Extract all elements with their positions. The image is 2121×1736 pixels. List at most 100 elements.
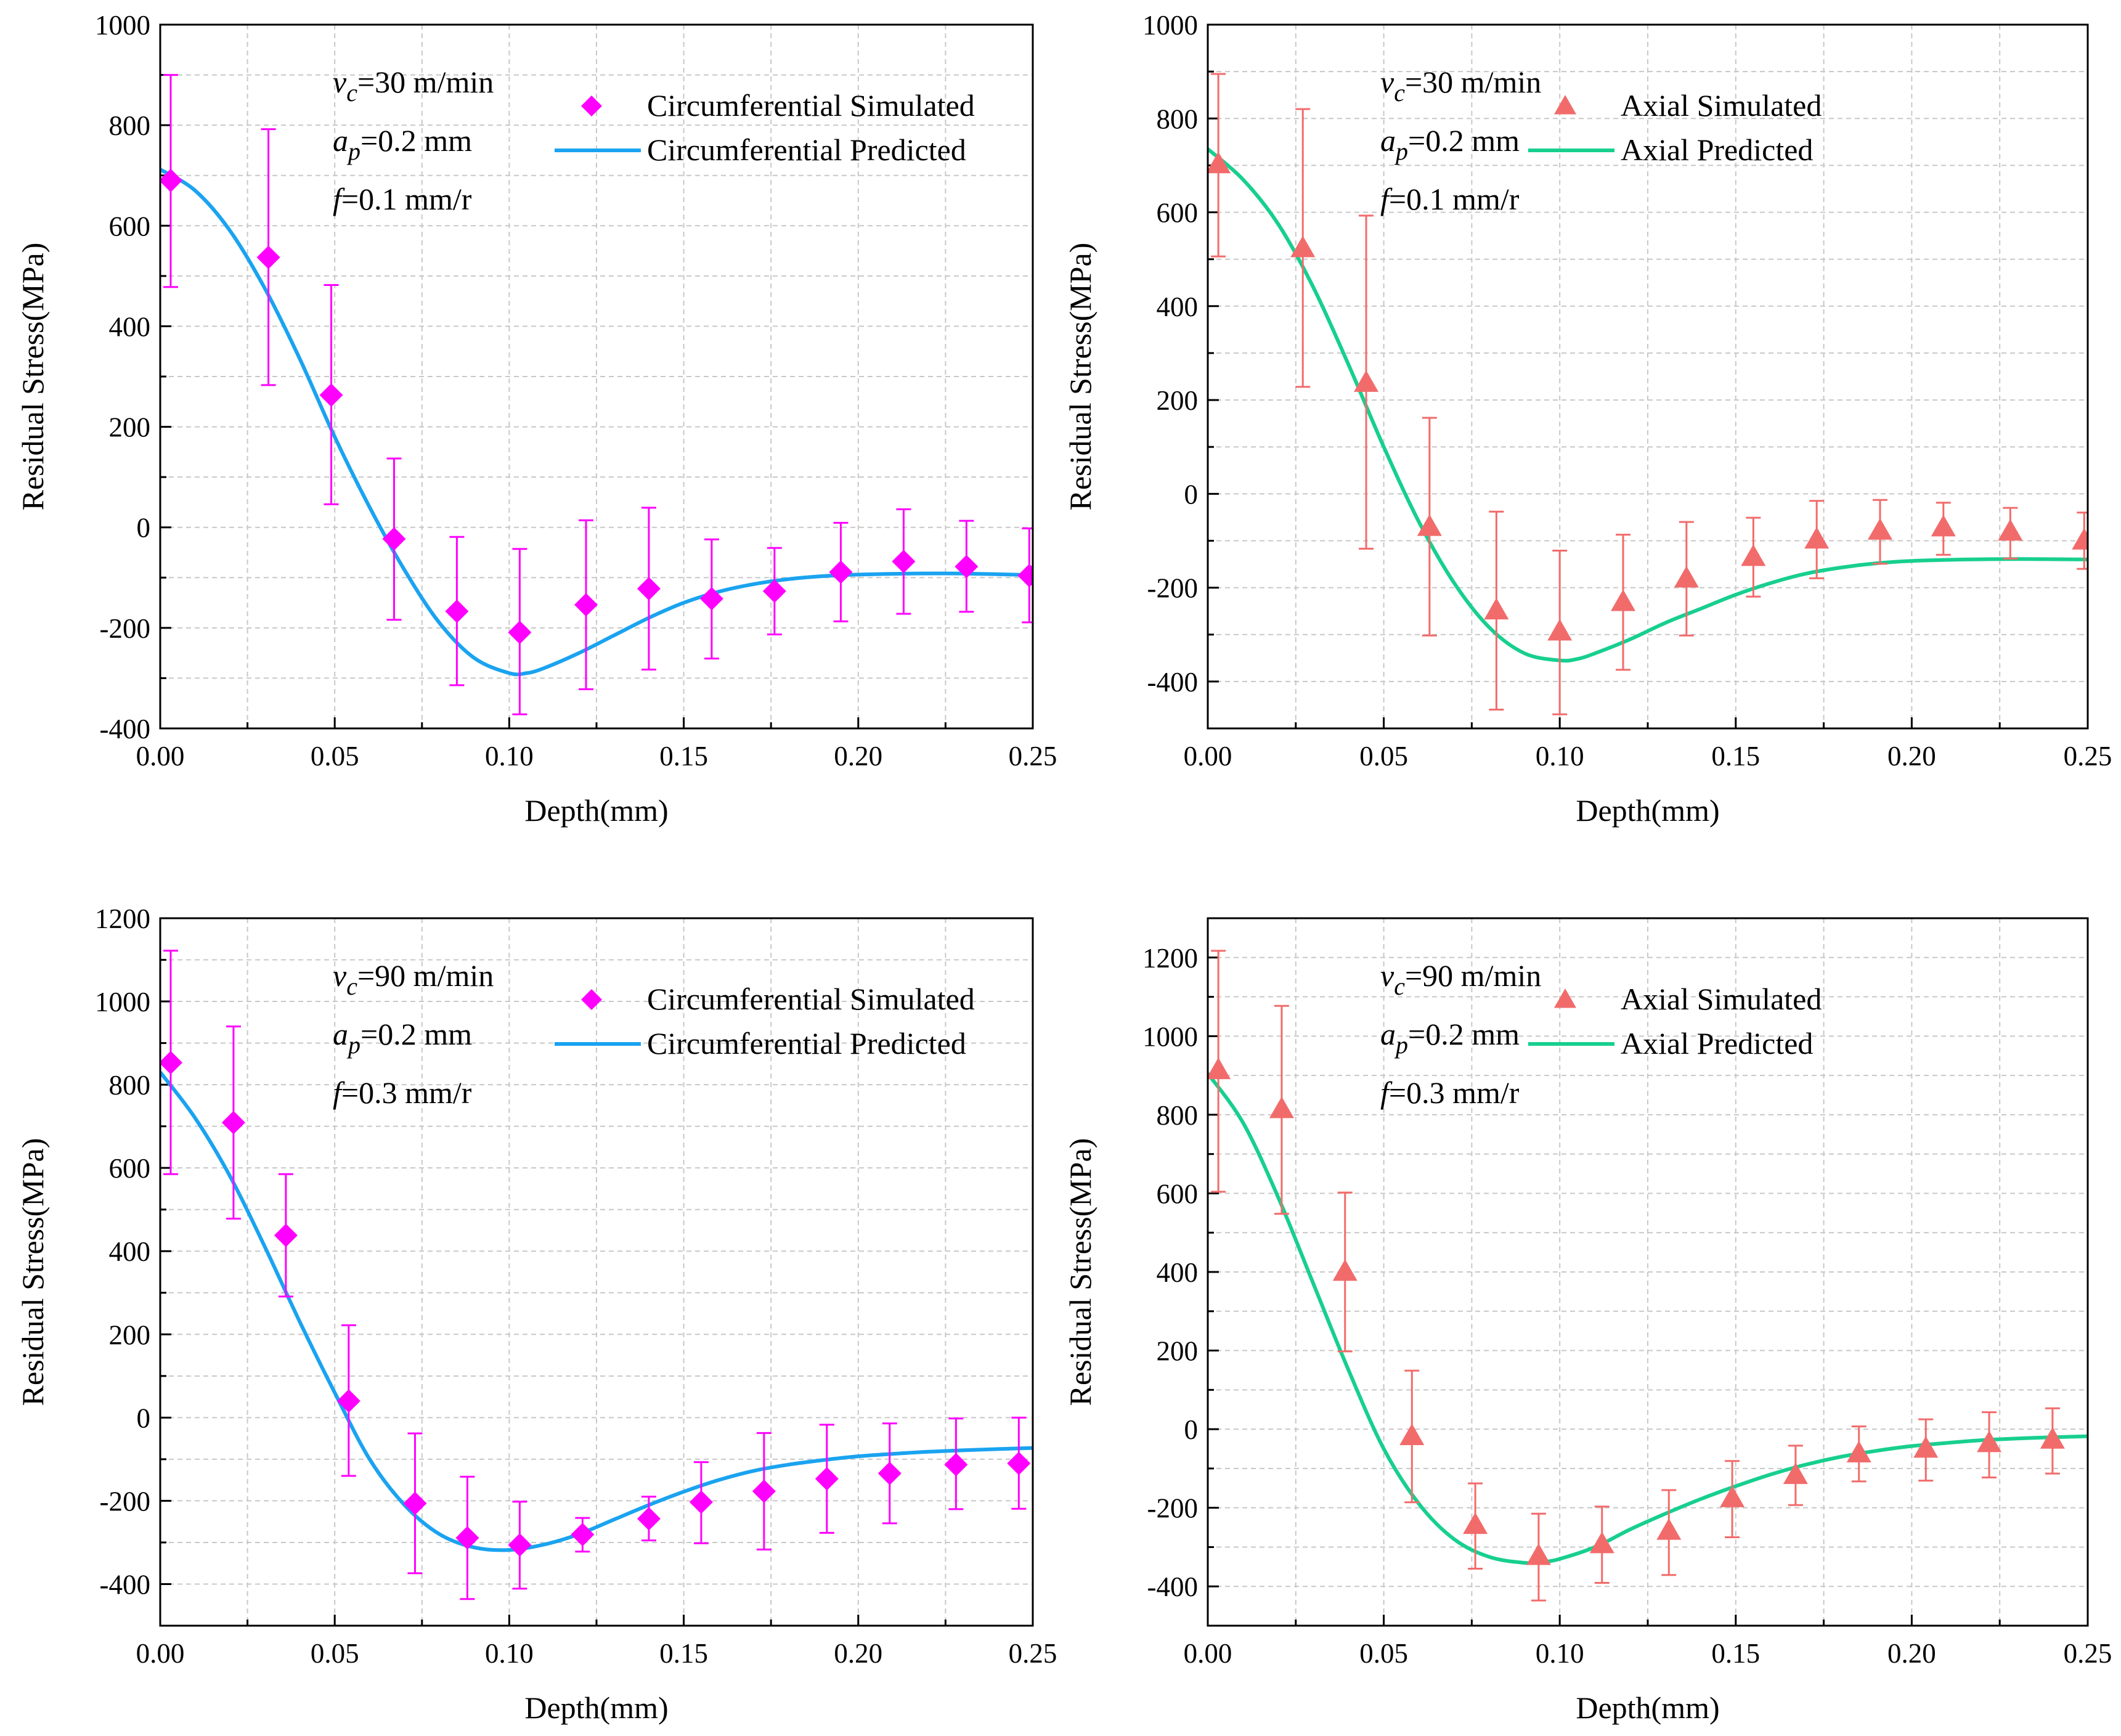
y-tick-label: 800 — [109, 110, 151, 141]
predicted-line — [160, 1071, 1033, 1552]
x-tick-label: 0.00 — [1184, 1638, 1232, 1669]
y-tick-label: 400 — [109, 311, 151, 342]
y-tick-label: 1000 — [1142, 10, 1198, 41]
data-point — [221, 1110, 245, 1135]
chart-panel-1: 0.00 0.05 0.10 0.15 0.20 0.25 -400 -200 0 200 400 6… — [15, 10, 1057, 828]
y-tick-label: 0 — [1184, 479, 1199, 510]
y-axis-title: Residual Stress(MPa) — [1063, 243, 1097, 511]
y-tick-label: 1000 — [95, 10, 150, 41]
legend-label: Circumferential Predicted — [647, 132, 966, 167]
data-point — [815, 1467, 839, 1491]
plot-data — [160, 950, 1033, 1600]
parameter-value: =90 m/min — [1405, 958, 1541, 993]
x-tick-label: 0.20 — [1887, 1638, 1936, 1669]
parameter-value: =0.2 mm — [1408, 123, 1520, 158]
legend-label: Axial Simulated — [1621, 982, 1822, 1016]
y-tick-label: 600 — [1157, 198, 1199, 229]
parameter-symbol: a — [333, 1017, 348, 1051]
y-tick-label: -200 — [100, 1486, 151, 1517]
x-tick-label: 0.05 — [311, 741, 359, 772]
data-point — [1484, 598, 1509, 620]
y-tick-label: 1200 — [95, 903, 150, 934]
y-axis-title: Residual Stress(MPa) — [1063, 1138, 1097, 1406]
legend-label: Axial Simulated — [1621, 88, 1822, 123]
plot-data — [1208, 73, 2088, 715]
y-tick-label: 0 — [137, 513, 151, 544]
y-tick-label: -200 — [1147, 573, 1199, 604]
plot-frame — [159, 917, 1034, 1627]
legend-marker — [581, 96, 602, 116]
y-tick-label: 600 — [1157, 1178, 1199, 1209]
data-point — [1741, 544, 1766, 566]
x-tick-label: 0.25 — [1009, 741, 1057, 772]
x-tick-label: 0.15 — [1711, 1638, 1760, 1669]
data-point — [1208, 1057, 1231, 1080]
y-axis-title: Residual Stress(MPa) — [15, 1138, 50, 1406]
data-point — [160, 1051, 182, 1075]
y-tick-label: 200 — [109, 412, 151, 443]
y-tick-label: 400 — [109, 1236, 151, 1267]
plot-data — [1208, 950, 2088, 1602]
plot-data — [160, 74, 1033, 715]
parameter-annotation: ap=0.2 mm — [333, 123, 472, 165]
x-tick-label: 0.00 — [136, 1638, 185, 1669]
data-point — [1846, 1441, 1871, 1463]
y-tick-label: 200 — [1157, 1336, 1199, 1367]
data-point — [1913, 1436, 1939, 1458]
x-tick-label: 0.00 — [1184, 741, 1232, 772]
data-point — [1417, 514, 1442, 536]
parameter-annotation: vc=30 m/min — [333, 65, 494, 107]
y-tick-label: 800 — [1157, 104, 1199, 134]
y-tick-label: -400 — [1147, 1571, 1199, 1602]
parameter-value: =0.2 mm — [360, 123, 472, 158]
x-tick-label: 0.05 — [1359, 741, 1408, 772]
parameter-annotation: ap=0.2 mm — [1380, 123, 1520, 165]
data-point — [1589, 1531, 1614, 1554]
data-point — [1526, 1543, 1551, 1565]
data-point — [574, 593, 598, 617]
legend-entry: Circumferential Predicted — [555, 1026, 966, 1061]
x-axis-title: Depth(mm) — [524, 793, 668, 828]
x-tick-label: 0.25 — [1009, 1638, 1057, 1669]
parameter-value: =0.3 mm/r — [1389, 1075, 1520, 1110]
data-point — [1007, 1451, 1031, 1475]
parameter-value: =30 m/min — [357, 65, 494, 99]
parameter-symbol: a — [333, 123, 348, 158]
data-point — [274, 1223, 298, 1247]
parameter-annotation: vc=90 m/min — [333, 958, 494, 1000]
data-point — [445, 599, 469, 623]
data-point — [403, 1491, 427, 1515]
y-tick-label: -200 — [100, 613, 151, 644]
y-tick-label: 0 — [137, 1403, 151, 1433]
data-point — [2040, 1427, 2065, 1449]
data-point — [1017, 564, 1033, 588]
data-point — [571, 1523, 595, 1547]
parameter-subscript: p — [1394, 1031, 1408, 1059]
chart-panel-2: 0.00 0.05 0.10 0.15 0.20 0.25 -400 -200 0 200 400 6… — [1063, 10, 2112, 828]
x-tick-label: 0.20 — [1887, 741, 1936, 772]
parameter-subscript: c — [346, 972, 357, 1000]
predicted-line — [160, 168, 1033, 677]
y-tick-label: 600 — [109, 211, 151, 242]
x-tick-label: 0.15 — [659, 741, 708, 772]
data-point — [752, 1479, 776, 1503]
y-tick-label: 400 — [1157, 1257, 1199, 1288]
parameter-symbol: v — [1380, 958, 1394, 993]
x-tick-label: 0.10 — [1536, 741, 1584, 772]
legend-entry: Axial Simulated — [1554, 982, 1822, 1016]
data-point — [955, 555, 979, 579]
data-point — [1720, 1485, 1745, 1507]
y-tick-label: 400 — [1157, 291, 1199, 322]
x-axis-title: Depth(mm) — [1576, 793, 1719, 828]
legend-marker — [581, 989, 602, 1010]
y-tick-label: -200 — [1147, 1493, 1199, 1524]
y-tick-label: 1200 — [1142, 943, 1198, 974]
parameter-value: =0.3 mm/r — [341, 1075, 472, 1110]
data-point — [1674, 566, 1699, 588]
y-tick-label: -400 — [100, 1569, 151, 1600]
data-point — [1931, 515, 1956, 537]
data-point — [1354, 370, 1379, 392]
parameter-subscript: c — [1394, 972, 1405, 1000]
data-point — [637, 1507, 661, 1531]
